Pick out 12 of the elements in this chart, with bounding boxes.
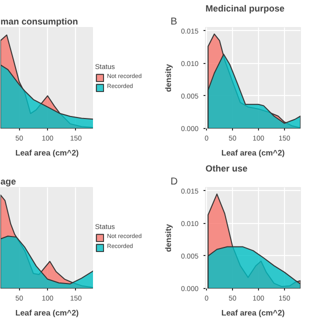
text: B — [170, 16, 178, 28]
x-axis-title: Leaf area (cm^2) — [15, 148, 80, 158]
x-axis-title: Leaf area (cm^2) — [221, 308, 286, 318]
chart-title: Medicinal purpose — [206, 4, 285, 14]
chart-title: Other use — [206, 164, 248, 174]
text: D — [170, 176, 178, 188]
y-axis-title: density — [164, 223, 173, 252]
x-axis-title: Leaf area (cm^2) — [15, 308, 80, 318]
x-axis-title: Leaf area (cm^2) — [221, 148, 286, 158]
chart-title: man consumption — [0, 16, 78, 26]
y-axis-title: density — [164, 63, 173, 92]
chart-title: age — [0, 176, 16, 186]
